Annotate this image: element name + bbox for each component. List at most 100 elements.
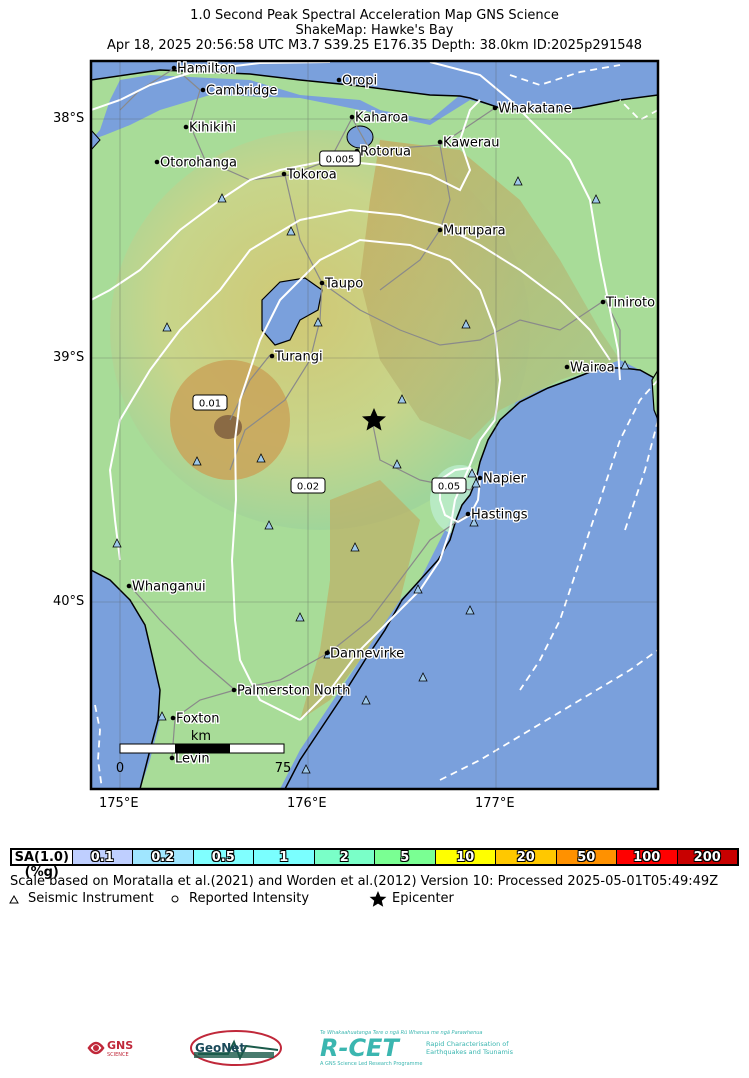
place-marker (477, 475, 483, 481)
rcet-tagline-2: Earthquakes and Tsunamis (426, 1048, 514, 1056)
place-label: Otorohanga (160, 156, 237, 171)
place-label: Foxton (176, 712, 220, 727)
seismic-instrument-icon[interactable] (295, 612, 305, 622)
place-palmerston-north[interactable]: Palmerston North (231, 682, 352, 700)
seismic-instrument-icon[interactable] (112, 538, 122, 548)
seismic-instrument-icon[interactable] (350, 542, 360, 552)
map-frame (89, 59, 660, 791)
place-kihikihi[interactable]: Kihikihi (183, 119, 237, 137)
place-hamilton[interactable]: Hamilton (171, 60, 237, 78)
place-marker (126, 583, 132, 589)
place-label: Kihikihi (189, 121, 236, 136)
seismic-instrument-icon[interactable] (513, 176, 523, 186)
legend-bin: 1 (254, 850, 315, 865)
legend-bin: 50 (556, 850, 617, 865)
seismic-instrument-icon[interactable] (471, 478, 481, 488)
seismic-instrument-icon[interactable] (286, 226, 296, 236)
place-marker (564, 364, 570, 370)
place-label: Wairoa (570, 361, 615, 376)
legend-bin: 200 (677, 850, 737, 865)
seismic-instrument-icon[interactable] (264, 520, 274, 530)
seismic-instrument-icon[interactable] (467, 468, 477, 478)
place-marker (319, 280, 325, 286)
place-marker (492, 105, 498, 111)
seismic-instrument-icon[interactable] (192, 456, 202, 466)
seismic-instrument-icon[interactable] (162, 322, 172, 332)
contour-labels: 0.005 0.01 0.02 0.05 (192, 150, 467, 494)
map-title-line2: ShakeMap: Hawke's Bay (295, 23, 454, 38)
place-levin[interactable]: Levin (169, 750, 211, 768)
place-oropi[interactable]: Oropi (336, 72, 378, 90)
place-tiniroto[interactable]: Tiniroto (600, 294, 656, 312)
seismic-instrument-icon[interactable] (413, 584, 423, 594)
place-wairoa[interactable]: Wairoa (564, 359, 616, 377)
place-label: Cambridge (206, 84, 277, 99)
instrument-legend-label: Seismic Instrument (28, 891, 154, 906)
legend-bin: 100 (617, 850, 678, 865)
place-turangi[interactable]: Turangi (269, 348, 324, 366)
place-hastings[interactable]: Hastings (465, 506, 529, 524)
place-taupo[interactable]: Taupo (319, 275, 364, 293)
place-marker (437, 139, 443, 145)
seismic-instrument-icon[interactable] (361, 695, 371, 705)
contour-label: 0.005 (319, 150, 361, 167)
seismic-instrument-icon[interactable] (469, 517, 479, 527)
place-label: Kawerau (443, 136, 499, 151)
place-napier[interactable]: Napier (477, 470, 528, 488)
seismic-instrument-icon[interactable] (591, 194, 601, 204)
graticule (91, 61, 658, 789)
place-marker (600, 299, 606, 305)
epicenter-star[interactable] (362, 408, 386, 431)
seismic-instrument-icon[interactable] (256, 453, 266, 463)
seismic-instrument-icon[interactable] (392, 459, 402, 469)
place-marker (281, 171, 287, 177)
seismic-instrument-icon[interactable] (465, 605, 475, 615)
rcet-tagline-top: Te Whakaahuatanga Tere o ngā Rū Whenua m… (320, 1030, 482, 1036)
place-label: Hastings (471, 508, 528, 523)
place-label: Napier (483, 472, 527, 487)
gns-logo-text: GNS (107, 1039, 133, 1052)
place-tokoroa[interactable]: Tokoroa (281, 166, 338, 184)
contour-label: 0.01 (192, 394, 228, 411)
seismic-instrument-icon[interactable] (461, 319, 471, 329)
seismic-instrument-icon[interactable] (157, 711, 167, 721)
place-rotorua[interactable]: Rotorua (354, 143, 412, 161)
lon-label-177: 177°E (475, 796, 515, 811)
legend-bin: 10 (435, 850, 496, 865)
place-labels: Hamilton Cambridge Oropi Kihikihi Kaharoa Wha… (126, 60, 656, 768)
seismic-instrument-icon[interactable] (217, 193, 227, 203)
place-marker (437, 227, 443, 233)
scale-bar-end: 75 (275, 761, 292, 776)
rcet-tagline-bottom: A GNS Science Led Research Programme (320, 1061, 422, 1067)
place-marker (231, 687, 237, 693)
place-dannevirke[interactable]: Dannevirke (324, 645, 405, 663)
place-whanganui[interactable]: Whanganui (126, 578, 207, 596)
legend-bin: 5 (375, 850, 436, 865)
place-foxton[interactable]: Foxton (170, 710, 221, 728)
svg-text:0.02: 0.02 (297, 482, 319, 493)
seismic-instrument-icon[interactable] (418, 672, 428, 682)
seismic-instrument-icon[interactable] (301, 764, 311, 774)
place-otorohanga[interactable]: Otorohanga (154, 154, 238, 172)
place-label: Kaharoa (355, 111, 408, 126)
intensity-legend: SA(1.0) (%g) 0.1 0.2 0.5 1 2 5 10 20 50 … (10, 848, 739, 880)
place-marker (200, 87, 206, 93)
lat-label-40: 40°S (53, 594, 85, 609)
place-marker (183, 124, 189, 130)
place-kaharoa[interactable]: Kaharoa (349, 109, 410, 127)
svg-text:0.005: 0.005 (326, 155, 355, 166)
seismic-instrument-icon[interactable] (397, 394, 407, 404)
rcet-logo-text: R-CET (320, 1034, 400, 1062)
place-murupara[interactable]: Murupara (437, 222, 507, 240)
place-label: Levin (175, 752, 210, 767)
lon-label-175: 175°E (99, 796, 139, 811)
hawke-bay (284, 367, 658, 789)
place-kawerau[interactable]: Kawerau (437, 134, 501, 152)
map-title-line1: 1.0 Second Peak Spectral Acceleration Ma… (190, 8, 559, 23)
seismic-instrument-icon[interactable] (620, 360, 630, 370)
place-cambridge[interactable]: Cambridge (200, 82, 279, 100)
seismic-instrument-icon[interactable] (313, 317, 323, 327)
contour-label: 0.02 (290, 477, 326, 494)
place-whakatane[interactable]: Whakatane (492, 100, 573, 118)
